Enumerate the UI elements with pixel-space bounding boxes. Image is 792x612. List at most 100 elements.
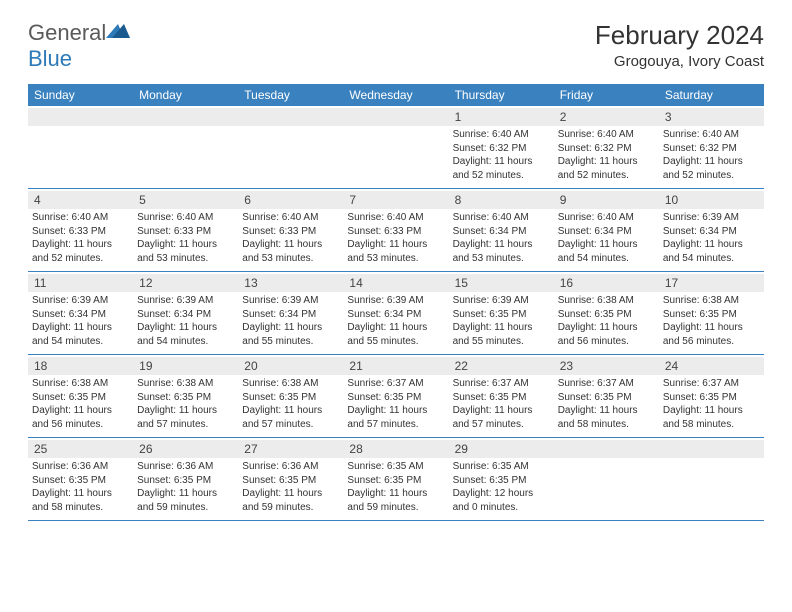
location: Grogouya, Ivory Coast xyxy=(595,53,764,70)
day-number: 8 xyxy=(449,191,554,209)
sunrise-text: Sunrise: 6:37 AM xyxy=(558,377,655,391)
daylight-text: Daylight: 11 hours and 54 minutes. xyxy=(137,321,234,348)
day-cell: 28Sunrise: 6:35 AMSunset: 6:35 PMDayligh… xyxy=(343,438,448,520)
day-number: 2 xyxy=(554,108,659,126)
week-row: 25Sunrise: 6:36 AMSunset: 6:35 PMDayligh… xyxy=(28,438,764,521)
day-number: 28 xyxy=(343,440,448,458)
day-cell: 21Sunrise: 6:37 AMSunset: 6:35 PMDayligh… xyxy=(343,355,448,437)
sunrise-text: Sunrise: 6:38 AM xyxy=(137,377,234,391)
daylight-text: Daylight: 11 hours and 52 minutes. xyxy=(663,155,760,182)
day-cell: 25Sunrise: 6:36 AMSunset: 6:35 PMDayligh… xyxy=(28,438,133,520)
day-content: Sunrise: 6:37 AMSunset: 6:35 PMDaylight:… xyxy=(453,377,550,431)
sunrise-text: Sunrise: 6:40 AM xyxy=(137,211,234,225)
week-row: 11Sunrise: 6:39 AMSunset: 6:34 PMDayligh… xyxy=(28,272,764,355)
day-number: 27 xyxy=(238,440,343,458)
day-number: 7 xyxy=(343,191,448,209)
sunset-text: Sunset: 6:35 PM xyxy=(453,308,550,322)
day-cell: 5Sunrise: 6:40 AMSunset: 6:33 PMDaylight… xyxy=(133,189,238,271)
daylight-text: Daylight: 11 hours and 58 minutes. xyxy=(663,404,760,431)
daylight-text: Daylight: 11 hours and 52 minutes. xyxy=(32,238,129,265)
sunset-text: Sunset: 6:35 PM xyxy=(347,474,444,488)
sunset-text: Sunset: 6:32 PM xyxy=(558,142,655,156)
day-number-empty xyxy=(554,440,659,458)
sunset-text: Sunset: 6:35 PM xyxy=(558,391,655,405)
weekday-monday: Monday xyxy=(133,84,238,106)
day-number-empty xyxy=(238,108,343,126)
daylight-text: Daylight: 11 hours and 54 minutes. xyxy=(32,321,129,348)
triangle-icon xyxy=(106,20,130,40)
sunrise-text: Sunrise: 6:40 AM xyxy=(32,211,129,225)
week-row: 1Sunrise: 6:40 AMSunset: 6:32 PMDaylight… xyxy=(28,106,764,189)
daylight-text: Daylight: 11 hours and 57 minutes. xyxy=(453,404,550,431)
day-number: 20 xyxy=(238,357,343,375)
day-content: Sunrise: 6:38 AMSunset: 6:35 PMDaylight:… xyxy=(137,377,234,431)
day-cell: 22Sunrise: 6:37 AMSunset: 6:35 PMDayligh… xyxy=(449,355,554,437)
sunrise-text: Sunrise: 6:40 AM xyxy=(242,211,339,225)
day-cell: 6 Sunrise: 6:40 AMSunset: 6:33 PMDaylight… xyxy=(238,189,343,271)
day-content: Sunrise: 6:38 AMSunset: 6:35 PMDaylight:… xyxy=(663,294,760,348)
sunset-text: Sunset: 6:35 PM xyxy=(663,391,760,405)
sunset-text: Sunset: 6:34 PM xyxy=(242,308,339,322)
weekday-friday: Friday xyxy=(554,84,659,106)
day-cell: 7Sunrise: 6:40 AMSunset: 6:33 PMDaylight… xyxy=(343,189,448,271)
day-number: 23 xyxy=(554,357,659,375)
day-number: 5 xyxy=(133,191,238,209)
daylight-text: Daylight: 11 hours and 59 minutes. xyxy=(347,487,444,514)
day-cell: 8Sunrise: 6:40 AMSunset: 6:34 PMDaylight… xyxy=(449,189,554,271)
day-number: 29 xyxy=(449,440,554,458)
sunset-text: Sunset: 6:34 PM xyxy=(32,308,129,322)
sunset-text: Sunset: 6:33 PM xyxy=(242,225,339,239)
day-cell: 2Sunrise: 6:40 AMSunset: 6:32 PMDaylight… xyxy=(554,106,659,188)
calendar: Sunday Monday Tuesday Wednesday Thursday… xyxy=(28,84,764,521)
day-content: Sunrise: 6:39 AMSunset: 6:34 PMDaylight:… xyxy=(242,294,339,348)
day-number: 12 xyxy=(133,274,238,292)
day-content: Sunrise: 6:37 AMSunset: 6:35 PMDaylight:… xyxy=(347,377,444,431)
day-cell: 20Sunrise: 6:38 AMSunset: 6:35 PMDayligh… xyxy=(238,355,343,437)
sunset-text: Sunset: 6:33 PM xyxy=(32,225,129,239)
sunset-text: Sunset: 6:34 PM xyxy=(558,225,655,239)
day-cell: 12Sunrise: 6:39 AMSunset: 6:34 PMDayligh… xyxy=(133,272,238,354)
sunrise-text: Sunrise: 6:37 AM xyxy=(663,377,760,391)
sunrise-text: Sunrise: 6:40 AM xyxy=(453,128,550,142)
day-content: Sunrise: 6:40 AMSunset: 6:33 PMDaylight:… xyxy=(32,211,129,265)
day-number: 4 xyxy=(28,191,133,209)
day-cell: 10Sunrise: 6:39 AMSunset: 6:34 PMDayligh… xyxy=(659,189,764,271)
day-number: 17 xyxy=(659,274,764,292)
sunset-text: Sunset: 6:34 PM xyxy=(663,225,760,239)
sunset-text: Sunset: 6:35 PM xyxy=(663,308,760,322)
day-content: Sunrise: 6:38 AMSunset: 6:35 PMDaylight:… xyxy=(32,377,129,431)
day-content: Sunrise: 6:37 AMSunset: 6:35 PMDaylight:… xyxy=(558,377,655,431)
sunrise-text: Sunrise: 6:40 AM xyxy=(558,211,655,225)
day-number-empty xyxy=(659,440,764,458)
day-cell: 13Sunrise: 6:39 AMSunset: 6:34 PMDayligh… xyxy=(238,272,343,354)
daylight-text: Daylight: 11 hours and 58 minutes. xyxy=(32,487,129,514)
daylight-text: Daylight: 11 hours and 53 minutes. xyxy=(347,238,444,265)
daylight-text: Daylight: 11 hours and 52 minutes. xyxy=(453,155,550,182)
day-number: 18 xyxy=(28,357,133,375)
sunrise-text: Sunrise: 6:36 AM xyxy=(137,460,234,474)
sunset-text: Sunset: 6:35 PM xyxy=(32,474,129,488)
sunset-text: Sunset: 6:35 PM xyxy=(242,474,339,488)
sunset-text: Sunset: 6:34 PM xyxy=(347,308,444,322)
daylight-text: Daylight: 11 hours and 53 minutes. xyxy=(453,238,550,265)
day-cell xyxy=(659,438,764,520)
day-number: 14 xyxy=(343,274,448,292)
daylight-text: Daylight: 11 hours and 53 minutes. xyxy=(137,238,234,265)
week-row: 18Sunrise: 6:38 AMSunset: 6:35 PMDayligh… xyxy=(28,355,764,438)
day-cell: 17 Sunrise: 6:38 AMSunset: 6:35 PMDayligh… xyxy=(659,272,764,354)
sunset-text: Sunset: 6:35 PM xyxy=(453,391,550,405)
day-content: Sunrise: 6:40 AMSunset: 6:33 PMDaylight:… xyxy=(242,211,339,265)
day-number: 6 xyxy=(238,191,343,209)
day-content: Sunrise: 6:37 AMSunset: 6:35 PMDaylight:… xyxy=(663,377,760,431)
day-content: Sunrise: 6:40 AMSunset: 6:32 PMDaylight:… xyxy=(663,128,760,182)
week-row: 4Sunrise: 6:40 AMSunset: 6:33 PMDaylight… xyxy=(28,189,764,272)
day-content: Sunrise: 6:39 AMSunset: 6:34 PMDaylight:… xyxy=(663,211,760,265)
daylight-text: Daylight: 11 hours and 55 minutes. xyxy=(347,321,444,348)
sunrise-text: Sunrise: 6:39 AM xyxy=(137,294,234,308)
day-cell: 29Sunrise: 6:35 AMSunset: 6:35 PMDayligh… xyxy=(449,438,554,520)
daylight-text: Daylight: 11 hours and 56 minutes. xyxy=(32,404,129,431)
sunrise-text: Sunrise: 6:39 AM xyxy=(32,294,129,308)
header: GeneralBlue February 2024 Grogouya, Ivor… xyxy=(28,20,764,72)
day-content: Sunrise: 6:39 AMSunset: 6:34 PMDaylight:… xyxy=(347,294,444,348)
day-cell: 26Sunrise: 6:36 AMSunset: 6:35 PMDayligh… xyxy=(133,438,238,520)
